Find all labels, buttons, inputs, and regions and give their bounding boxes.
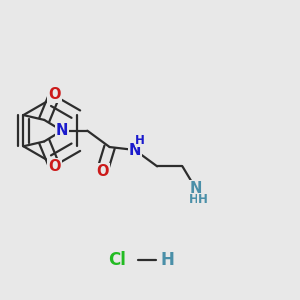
Text: Cl: Cl (108, 251, 126, 269)
Text: N: N (190, 181, 202, 196)
Text: H: H (197, 194, 207, 206)
Text: H: H (135, 134, 145, 147)
Text: H: H (189, 194, 199, 206)
Text: H: H (161, 251, 175, 269)
Text: O: O (48, 87, 61, 102)
Text: O: O (96, 164, 108, 179)
Text: N: N (129, 142, 141, 158)
Text: N: N (56, 123, 68, 138)
Text: O: O (48, 159, 61, 174)
